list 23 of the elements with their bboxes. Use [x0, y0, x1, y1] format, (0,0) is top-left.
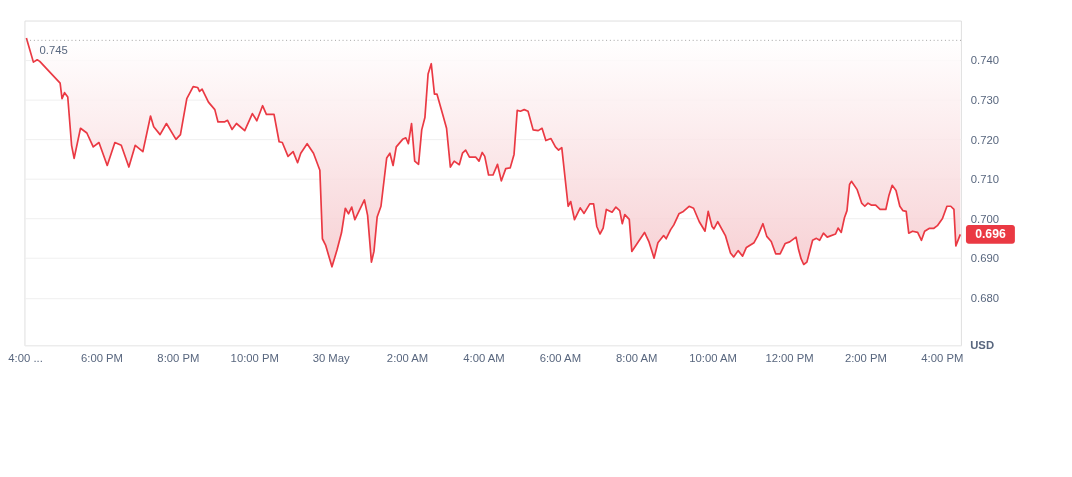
y-tick-label: 0.680 [970, 291, 1000, 304]
x-tick-label: 8:00 PM [157, 351, 200, 364]
x-tick-label: 4:00 PM [921, 351, 964, 364]
x-tick-label: 6:00 PM [80, 351, 123, 364]
x-tick-label: 2:00 AM [386, 351, 429, 364]
y-tick-label: 0.700 [970, 212, 1000, 225]
ref-line-label: 0.745 [39, 43, 68, 56]
x-tick-label: 8:00 AM [616, 351, 658, 364]
annotation: 0.696 [975, 227, 1006, 242]
x-tick-label: 10:00 AM [689, 351, 737, 364]
y-tick-label: 0.710 [970, 173, 1000, 186]
x-tick-label: 30 May [312, 351, 351, 364]
x-tick-label: 6:00 AM [539, 351, 582, 364]
y-tick-label: 0.690 [970, 252, 1000, 265]
x-tick-label: 4:00 ... [8, 351, 43, 364]
x-tick-label: 10:00 PM [230, 351, 279, 364]
y-tick-label: 0.730 [970, 93, 1000, 106]
x-tick-label: 4:00 AM [463, 351, 505, 364]
y-tick-label: 0.720 [970, 133, 1000, 146]
x-tick-label: 12:00 PM [765, 351, 814, 364]
y-axis-title: USD [970, 338, 995, 351]
x-tick-label: 2:00 PM [844, 351, 887, 364]
y-tick-label: 0.740 [970, 54, 1000, 67]
